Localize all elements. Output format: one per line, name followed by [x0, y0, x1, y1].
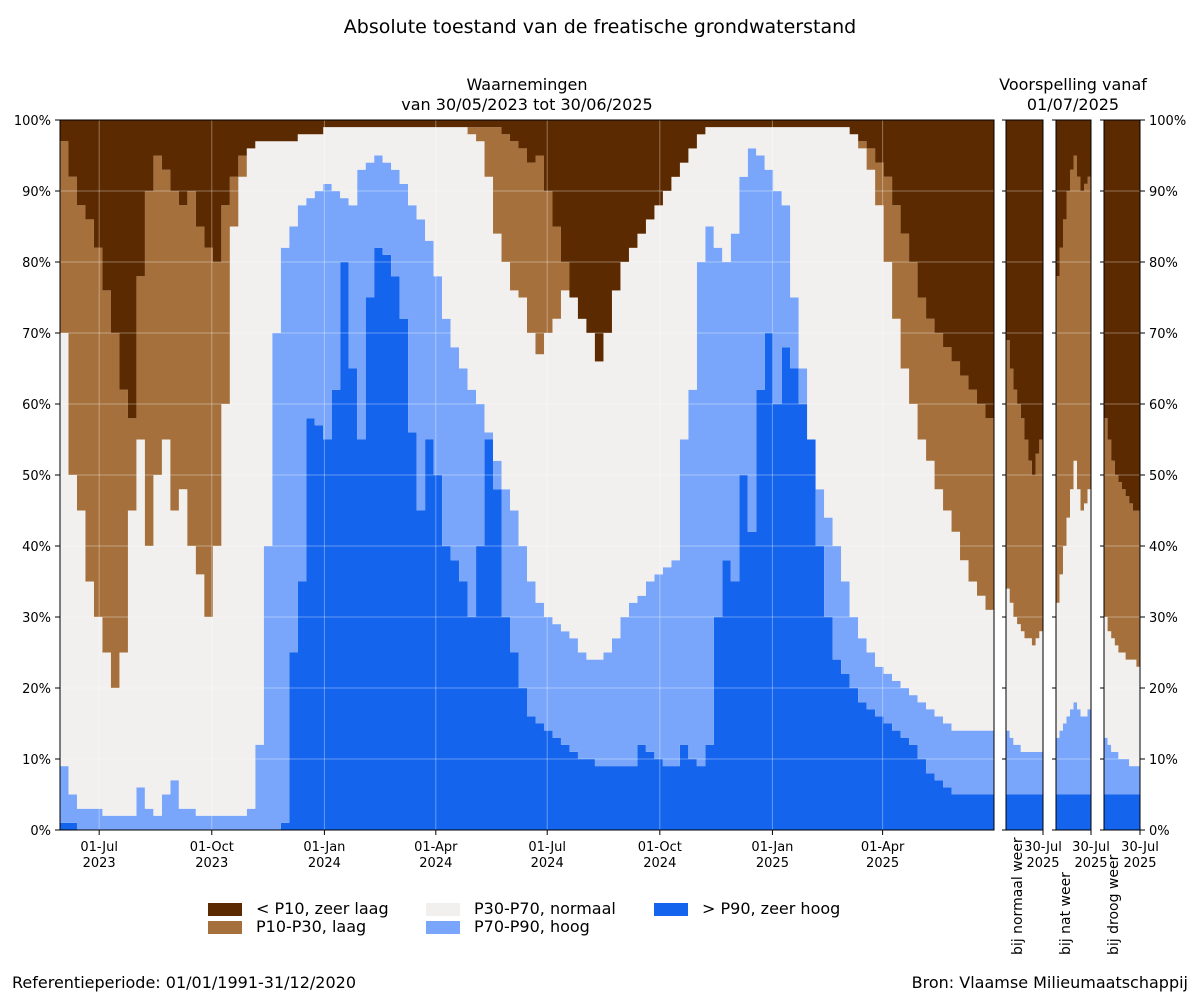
y-tick-label-left: 30%: [22, 611, 51, 626]
obs-x-tick-year: 2025: [866, 856, 899, 871]
y-tick-label-right: 70%: [1149, 327, 1178, 342]
fc-x-tick-label: 30-Jul: [1121, 840, 1159, 855]
obs-area-high: [60, 148, 994, 830]
observations-subtitle: Waarnemingen van 30/05/2023 tot 30/06/20…: [330, 75, 724, 115]
chart-title: Absolute toestand van de freatische gron…: [343, 16, 857, 38]
legend-item-high: P70-P90, hoog: [426, 918, 590, 936]
panel-label-wet: bij nat weer: [1058, 872, 1074, 955]
obs-x-tick-label: 01-Jul: [80, 840, 118, 855]
legend-item-normal: P30-P70, normaal: [426, 900, 616, 918]
legend-swatch-low: [208, 920, 242, 934]
y-tick-label-left: 50%: [22, 469, 51, 484]
fc-dry-area-very-low: [1104, 120, 1140, 511]
y-tick-label-right: 60%: [1149, 398, 1178, 413]
obs-x-tick-year: 2024: [419, 856, 452, 871]
y-tick-label-left: 90%: [22, 185, 51, 200]
fc-x-tick-label: 30-Jul: [1072, 840, 1110, 855]
reference-period: Referentieperiode: 01/01/1991-31/12/2020: [12, 973, 356, 992]
fc-frame-normal: [1005, 119, 1044, 831]
fc-x-tick-label: 30-Jul: [1024, 840, 1062, 855]
legend-label-normal: P30-P70, normaal: [474, 899, 616, 918]
panel-label-dry: bij droog weer: [1106, 854, 1122, 955]
legend-label-high: P70-P90, hoog: [474, 917, 590, 936]
fc-normal-area-high: [1006, 730, 1043, 795]
obs-x-tick-label: 01-Jan: [303, 840, 345, 855]
y-tick-label-right: 50%: [1149, 469, 1178, 484]
obs-x-tick-label: 01-Apr: [414, 840, 458, 855]
legend-swatch-very-high: [654, 902, 688, 916]
legend-label-low: P10-P30, laag: [256, 917, 367, 936]
forecast-subtitle-line2: 01/07/2025: [1026, 95, 1120, 114]
fc-x-tick-year: 2025: [1123, 856, 1156, 871]
fc-x-tick-year: 2025: [1026, 856, 1059, 871]
y-tick-label-right: 10%: [1149, 753, 1178, 768]
data-source: Bron: Vlaamse Milieumaatschappij: [911, 973, 1188, 992]
obs-x-tick-label: 01-Apr: [861, 840, 905, 855]
y-tick-label-left: 40%: [22, 540, 51, 555]
obs-area-very-low: [60, 120, 994, 419]
y-tick-label-left: 100%: [14, 114, 51, 129]
y-tick-label-left: 0%: [30, 824, 51, 839]
y-tick-label-right: 80%: [1149, 256, 1178, 271]
forecast-subtitle-line1: Voorspelling vanaf: [999, 75, 1147, 94]
fc-wet-area-normal: [1056, 460, 1091, 738]
legend-swatch-normal: [426, 902, 460, 916]
y-tick-label-right: 40%: [1149, 540, 1178, 555]
obs-x-tick-year: 2023: [83, 856, 116, 871]
fc-wet-area-very-low: [1056, 120, 1091, 277]
observations-subtitle-line2: van 30/05/2023 tot 30/06/2025: [401, 95, 653, 114]
obs-x-tick-label: 01-Oct: [638, 840, 682, 855]
obs-x-tick-label: 01-Jan: [751, 840, 793, 855]
fc-frame-wet: [1055, 119, 1092, 831]
obs-area-normal: [60, 127, 994, 816]
fc-normal-area-low: [1006, 340, 1043, 646]
fc-normal-area-very-high: [1006, 794, 1043, 830]
y-tick-label-right: 90%: [1149, 185, 1178, 200]
legend-label-very-high: > P90, zeer hoog: [702, 899, 841, 918]
legend-item-very-high: > P90, zeer hoog: [654, 900, 840, 918]
obs-x-tick-label: 01-Jul: [528, 840, 566, 855]
forecast-subtitle: Voorspelling vanaf 01/07/2025: [960, 75, 1186, 115]
legend-swatch-high: [426, 920, 460, 934]
y-tick-label-left: 20%: [22, 682, 51, 697]
legend-label-very-low: < P10, zeer laag: [256, 899, 389, 918]
y-tick-label-right: 0%: [1149, 824, 1170, 839]
legend-item-very-low: < P10, zeer laag: [208, 900, 389, 918]
fc-wet-area-high: [1056, 702, 1091, 795]
fc-wet-area-low: [1056, 155, 1091, 603]
obs-x-tick-year: 2024: [531, 856, 564, 871]
fc-dry-area-very-high: [1104, 794, 1140, 830]
y-tick-label-right: 20%: [1149, 682, 1178, 697]
y-tick-label-left: 10%: [22, 753, 51, 768]
fc-wet-area-very-high: [1056, 794, 1091, 830]
panel-label-normal: bij normaal weer: [1010, 837, 1026, 955]
fc-normal-area-normal: [1006, 588, 1043, 752]
y-tick-label-right: 100%: [1149, 114, 1186, 129]
legend-swatch-very-low: [208, 902, 242, 916]
obs-x-tick-label: 01-Oct: [190, 840, 234, 855]
legend-item-low: P10-P30, laag: [208, 918, 366, 936]
obs-x-tick-year: 2023: [195, 856, 228, 871]
obs-x-tick-year: 2024: [643, 856, 676, 871]
fc-dry-area-normal: [1104, 617, 1140, 767]
obs-area-very-high: [60, 247, 994, 831]
fc-x-tick-year: 2025: [1074, 856, 1107, 871]
fc-dry-area-low: [1104, 418, 1140, 667]
fc-normal-area-very-low: [1006, 120, 1043, 475]
obs-x-tick-year: 2025: [756, 856, 789, 871]
y-tick-label-left: 60%: [22, 398, 51, 413]
y-tick-label-left: 70%: [22, 327, 51, 342]
obs-x-tick-year: 2024: [308, 856, 341, 871]
y-tick-label-right: 30%: [1149, 611, 1178, 626]
y-tick-label-left: 80%: [22, 256, 51, 271]
observations-subtitle-line1: Waarnemingen: [466, 75, 588, 94]
